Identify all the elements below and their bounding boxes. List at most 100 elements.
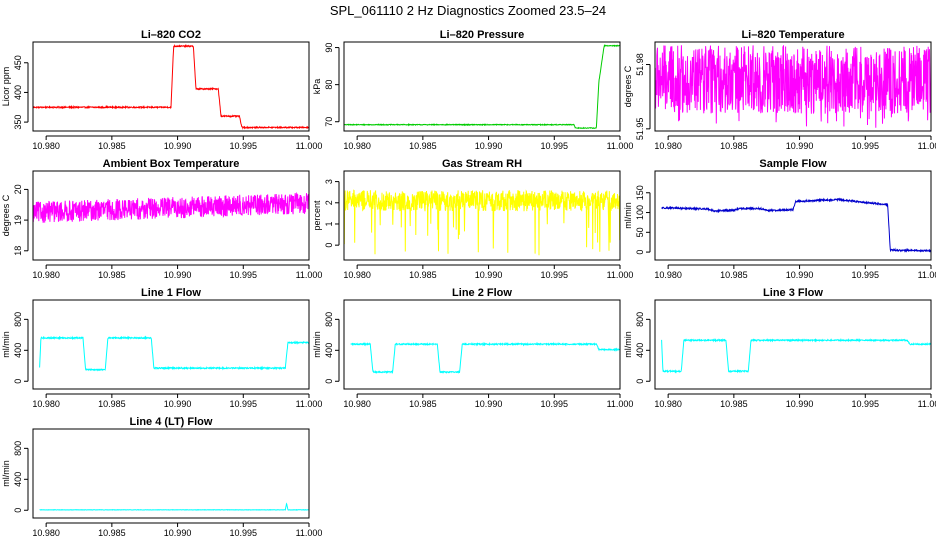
series-line bbox=[39, 502, 310, 511]
y-axis-label: ml/min bbox=[1, 460, 11, 487]
y-axis-label: ml/min bbox=[312, 331, 322, 358]
x-tick-label: 10.980 bbox=[654, 399, 682, 409]
y-tick-label: 19 bbox=[13, 215, 23, 225]
series-line bbox=[350, 341, 621, 375]
figure-title: SPL_061110 2 Hz Diagnostics Zoomed 23.5–… bbox=[330, 3, 606, 18]
series-line bbox=[654, 45, 932, 128]
y-tick-label: 80 bbox=[324, 80, 334, 90]
x-tick-label: 10.995 bbox=[852, 270, 880, 280]
y-axis-label: kPa bbox=[312, 79, 322, 95]
y-tick-label: 0 bbox=[13, 379, 23, 384]
x-tick-label: 10.995 bbox=[852, 141, 880, 151]
y-tick-label: 2 bbox=[324, 200, 334, 205]
x-tick-label: 10.995 bbox=[541, 141, 569, 151]
x-tick-label: 10.985 bbox=[409, 399, 437, 409]
x-tick-label: 11.000 bbox=[296, 528, 323, 538]
chart-title: Li–820 CO2 bbox=[141, 29, 201, 41]
y-tick-label: 90 bbox=[324, 43, 334, 53]
y-tick-label: 400 bbox=[324, 343, 334, 358]
y-tick-label: 0 bbox=[13, 508, 23, 513]
y-tick-label: 450 bbox=[13, 55, 23, 70]
chart-title: Gas Stream RH bbox=[442, 158, 522, 170]
plot-frame bbox=[654, 41, 932, 132]
x-tick-label: 10.980 bbox=[32, 270, 60, 280]
chart-panel: Li–820 CO2 10.980 10.985 10.990 10.995 11.000… bbox=[1, 29, 322, 151]
chart-panel: Line 3 Flow 10.980 10.985 10.990 10.995 11.0 0… bbox=[623, 287, 936, 409]
plot-frame bbox=[32, 428, 310, 519]
plot-frame bbox=[343, 170, 621, 261]
chart-panel: Li–820 Pressure 10.980 10.985 10.990 10.995 1… bbox=[312, 29, 633, 151]
x-tick-label: 10.990 bbox=[164, 141, 192, 151]
x-tick-label: 10.995 bbox=[541, 399, 569, 409]
x-tick-label: 10.980 bbox=[343, 141, 371, 151]
series-line bbox=[661, 197, 932, 253]
y-axis-label: ml/min bbox=[623, 202, 633, 229]
plot-frame bbox=[343, 299, 621, 390]
x-tick-label: 10.980 bbox=[343, 270, 371, 280]
y-tick-label: 400 bbox=[13, 85, 23, 100]
chart-title: Line 4 (LT) Flow bbox=[130, 416, 213, 428]
y-tick-label: 800 bbox=[635, 312, 645, 327]
x-tick-label: 10.990 bbox=[475, 141, 503, 151]
x-tick-label: 11.000 bbox=[918, 399, 936, 409]
x-tick-label: 11.000 bbox=[296, 141, 323, 151]
x-tick-label: 10.990 bbox=[475, 270, 503, 280]
x-tick-label: 10.980 bbox=[32, 399, 60, 409]
x-tick-label: 10.980 bbox=[32, 528, 60, 538]
x-tick-label: 10.985 bbox=[98, 399, 126, 409]
plot-frame bbox=[32, 170, 310, 261]
chart-panel: Line 4 (LT) Flow 10.980 10.985 10.990 10.995… bbox=[1, 416, 322, 538]
y-tick-label: 50 bbox=[635, 227, 645, 237]
y-axis-label: Licor ppm bbox=[1, 67, 11, 107]
x-tick-label: 10.990 bbox=[786, 399, 814, 409]
y-tick-label: 0 bbox=[324, 379, 334, 384]
x-tick-label: 11.000 bbox=[607, 270, 634, 280]
chart-panel: Ambient Box Temperature 10.980 10.985 10.99… bbox=[1, 158, 322, 280]
y-tick-label: 800 bbox=[13, 312, 23, 327]
chart-panel: Li–820 Temperature 10.980 10.985 10.990 10.9… bbox=[623, 29, 936, 151]
x-tick-label: 10.985 bbox=[409, 141, 437, 151]
series-line bbox=[39, 335, 310, 372]
x-tick-label: 11.000 bbox=[296, 270, 323, 280]
y-tick-label: 18 bbox=[13, 246, 23, 256]
x-tick-label: 10.985 bbox=[720, 141, 748, 151]
x-tick-label: 10.985 bbox=[409, 270, 437, 280]
y-axis-label: degrees C bbox=[623, 65, 633, 107]
x-tick-label: 10.985 bbox=[720, 399, 748, 409]
chart-title: Line 3 Flow bbox=[763, 287, 823, 299]
x-tick-label: 10.985 bbox=[98, 141, 126, 151]
chart-panels: Li–820 CO2 10.980 10.985 10.990 10.995 11.000… bbox=[1, 29, 936, 538]
chart-panel: Sample Flow 10.980 10.985 10.990 10.995 11.0 0… bbox=[623, 158, 936, 280]
y-tick-label: 100 bbox=[635, 205, 645, 220]
x-tick-label: 10.980 bbox=[654, 270, 682, 280]
x-tick-label: 10.995 bbox=[230, 399, 258, 409]
y-tick-label: 20 bbox=[13, 184, 23, 194]
chart-panel: Gas Stream RH 10.980 10.985 10.990 10.995 11.… bbox=[312, 158, 633, 280]
y-axis-label: ml/min bbox=[623, 331, 633, 358]
x-tick-label: 11.000 bbox=[607, 399, 634, 409]
y-axis-label: ml/min bbox=[1, 331, 11, 358]
chart-title: Li–820 Pressure bbox=[440, 29, 524, 41]
series-line bbox=[32, 43, 310, 130]
y-tick-label: 70 bbox=[324, 117, 334, 127]
series-line bbox=[343, 189, 621, 256]
x-tick-label: 10.985 bbox=[720, 270, 748, 280]
x-tick-label: 11.000 bbox=[607, 141, 634, 151]
y-tick-label: 0 bbox=[635, 379, 645, 384]
plot-frame bbox=[654, 299, 932, 390]
series-line bbox=[32, 191, 310, 223]
y-tick-label: 1 bbox=[324, 221, 334, 226]
x-tick-label: 10.995 bbox=[852, 399, 880, 409]
y-tick-label: 800 bbox=[13, 441, 23, 456]
y-tick-label: 400 bbox=[13, 343, 23, 358]
x-tick-label: 10.990 bbox=[164, 528, 192, 538]
y-tick-label: 350 bbox=[13, 115, 23, 130]
plot-frame bbox=[32, 41, 310, 132]
y-tick-label: 51.98 bbox=[635, 53, 645, 76]
y-tick-label: 3 bbox=[324, 179, 334, 184]
chart-title: Line 2 Flow bbox=[452, 287, 512, 299]
x-tick-label: 11.000 bbox=[918, 141, 936, 151]
chart-title: Line 1 Flow bbox=[141, 287, 201, 299]
x-tick-label: 10.990 bbox=[164, 270, 192, 280]
chart-title: Ambient Box Temperature bbox=[103, 158, 240, 170]
